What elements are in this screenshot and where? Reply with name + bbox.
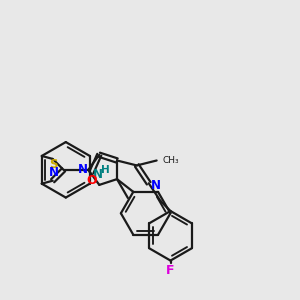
Text: N: N [49,166,59,179]
Text: CH₃: CH₃ [163,156,179,165]
Text: N: N [151,179,160,192]
Text: O: O [86,174,97,187]
Text: F: F [166,264,175,277]
Text: S: S [50,158,58,171]
Text: N: N [77,163,87,176]
Text: H: H [101,165,110,175]
Text: N: N [93,169,103,182]
